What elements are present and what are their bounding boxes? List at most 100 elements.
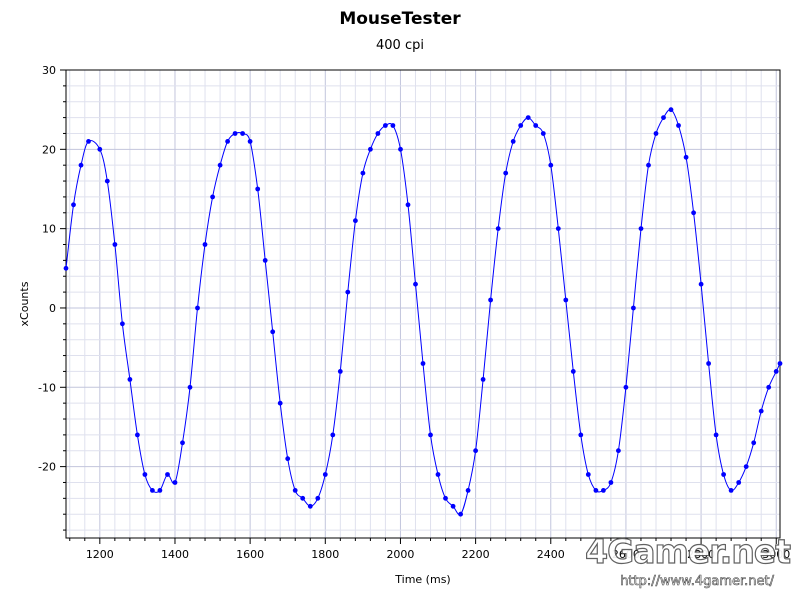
data-point	[300, 495, 306, 501]
data-point	[525, 115, 531, 120]
data-point	[435, 472, 441, 477]
data-point	[758, 408, 764, 414]
data-point	[691, 210, 696, 216]
data-point	[570, 369, 576, 374]
data-point	[292, 488, 298, 493]
data-point	[135, 432, 140, 438]
data-point	[172, 480, 178, 485]
data-point	[255, 186, 261, 192]
data-point	[540, 131, 546, 136]
data-point	[668, 107, 674, 113]
data-point	[638, 226, 644, 232]
data-point	[458, 511, 463, 517]
data-point	[78, 162, 84, 168]
data-point	[563, 297, 569, 303]
data-point	[503, 170, 509, 176]
data-point	[262, 258, 268, 263]
data-point	[112, 242, 118, 247]
data-point	[165, 472, 170, 477]
y-tick-label: 10	[42, 223, 56, 236]
data-point	[473, 448, 478, 454]
data-point	[322, 472, 328, 477]
data-point	[601, 488, 606, 493]
y-tick-label: 30	[42, 64, 56, 77]
data-point	[86, 139, 91, 144]
data-point	[413, 281, 418, 287]
data-point	[555, 226, 561, 232]
x-tick-label: 2800	[687, 548, 715, 561]
data-point	[465, 488, 471, 493]
data-point	[360, 170, 366, 176]
x-tick-label: 1200	[86, 548, 114, 561]
data-point	[721, 472, 726, 477]
chart-title: MouseTester	[339, 9, 461, 29]
watermark-url: http://www.4gamer.net/	[620, 574, 774, 590]
data-point	[405, 202, 411, 208]
x-tick-label: 2000	[386, 548, 414, 561]
x-tick-label: 2200	[462, 548, 490, 561]
data-point	[104, 178, 110, 184]
data-point	[488, 297, 493, 303]
data-point	[277, 400, 283, 406]
data-point	[548, 162, 554, 168]
data-point	[510, 139, 516, 144]
data-point	[728, 488, 734, 493]
grid-lines	[66, 69, 780, 538]
data-point	[653, 131, 659, 136]
x-axis-title: Time (ms)	[394, 573, 450, 586]
data-point	[533, 123, 539, 128]
data-point	[180, 440, 185, 446]
data-point	[127, 377, 133, 382]
data-point	[585, 472, 591, 477]
data-point	[225, 139, 231, 144]
data-point	[713, 432, 719, 438]
data-point	[683, 154, 689, 160]
data-point	[706, 361, 711, 366]
data-point	[337, 369, 343, 374]
data-point	[353, 218, 358, 224]
y-tick-label: 0	[49, 302, 56, 315]
data-point	[232, 131, 238, 136]
data-point	[270, 329, 276, 335]
data-point	[307, 503, 313, 509]
data-point	[368, 146, 373, 152]
x-tick-label: 1800	[311, 548, 339, 561]
data-point	[766, 384, 772, 390]
data-point	[375, 131, 381, 136]
data-point	[631, 305, 636, 311]
data-point	[495, 226, 501, 232]
data-point	[210, 194, 216, 200]
data-point	[330, 432, 336, 438]
chart-subtitle: 400 cpi	[376, 38, 424, 53]
axis-ticks: 1200 1400 1600 1800 2000 2200 2400 2600 2800 3000…	[38, 64, 790, 561]
data-point	[420, 361, 426, 366]
data-point	[142, 472, 148, 477]
data-point	[743, 464, 749, 469]
data-point	[698, 281, 704, 287]
x-tick-label: 2600	[612, 548, 640, 561]
watermark-logo: 4Gamer.net http://www.4gamer.net/	[580, 531, 796, 594]
data-point	[608, 480, 614, 485]
series-line	[65, 108, 781, 516]
data-point	[390, 123, 396, 128]
data-point	[646, 162, 651, 168]
data-point	[428, 432, 433, 438]
data-point	[150, 488, 155, 493]
data-point	[773, 369, 779, 374]
data-point	[217, 162, 223, 168]
data-point	[623, 384, 629, 390]
data-point	[518, 123, 524, 128]
data-point	[195, 305, 200, 311]
data-point	[240, 131, 246, 136]
data-point	[345, 289, 351, 295]
data-point	[480, 377, 486, 382]
y-tick-label: -10	[38, 381, 56, 394]
y-tick-label: -20	[38, 461, 56, 474]
data-point	[202, 242, 208, 247]
x-tick-label: 1600	[236, 548, 264, 561]
data-point	[383, 123, 388, 128]
data-point	[63, 265, 69, 271]
data-point	[661, 115, 666, 120]
data-point	[97, 146, 103, 152]
